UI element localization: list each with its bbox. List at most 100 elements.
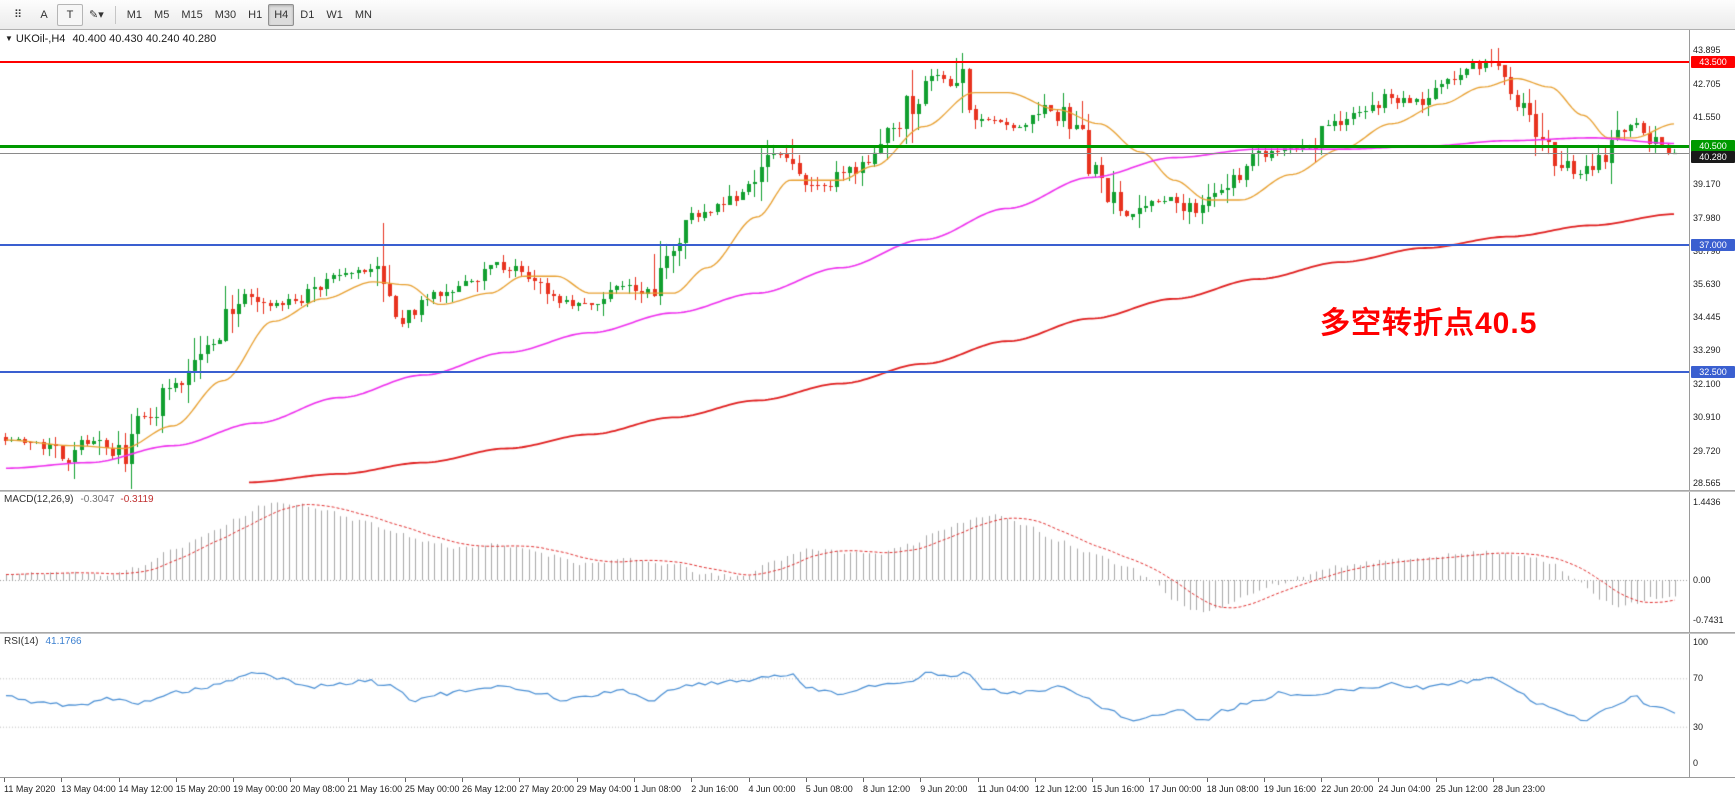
horizontal-line-32.500[interactable] xyxy=(0,371,1689,374)
time-axis-label: 2 Jun 16:00 xyxy=(691,784,739,794)
price-tag-32.500: 32.500 xyxy=(1691,366,1735,379)
time-axis-tick xyxy=(4,778,5,782)
time-axis-tick xyxy=(977,778,979,782)
time-axis-label: 28 Jun 23:00 xyxy=(1493,784,1546,794)
time-axis-tick xyxy=(1321,778,1323,782)
time-axis-tick xyxy=(1034,778,1036,782)
rsi-scale[interactable]: 100 70 30 0 xyxy=(1689,634,1735,777)
timeframe-button-mn[interactable]: MN xyxy=(354,8,372,21)
time-axis-label: 24 Jun 04:00 xyxy=(1378,784,1431,794)
time-axis-label: 13 May 04:00 xyxy=(61,784,116,794)
time-axis-label: 11 May 2020 xyxy=(4,784,56,794)
time-axis-tick xyxy=(404,778,406,782)
price-scale[interactable]: 43.89542.70541.55040.36039.17037.98036.7… xyxy=(1689,30,1735,490)
time-axis-tick xyxy=(175,778,177,782)
time-axis-label: 11 Jun 04:00 xyxy=(977,784,1029,794)
drawing-tools-group: ⠿ A T ✎▾ xyxy=(5,3,110,26)
candlestick-canvas[interactable] xyxy=(0,30,1689,490)
time-axis-tick xyxy=(462,778,464,782)
chart-title: ▼ UKOil-,H4 40.400 40.430 40.240 40.280 xyxy=(5,33,216,45)
macd-label: MACD(12,26,9) -0.3047 -0.3119 xyxy=(4,494,154,505)
timeframe-button-h4[interactable]: H4 xyxy=(268,3,295,26)
timeframe-button-m30[interactable]: M30 xyxy=(214,8,237,21)
time-axis-tick xyxy=(920,778,922,782)
price-axis-label: 39.170 xyxy=(1693,178,1721,189)
horizontal-line-37.000[interactable] xyxy=(0,244,1689,247)
horizontal-line-43.500[interactable] xyxy=(0,60,1689,63)
macd-name: MACD(12,26,9) xyxy=(4,494,74,505)
timeframe-button-w1[interactable]: W1 xyxy=(326,8,343,21)
time-axis-label: 1 Jun 08:00 xyxy=(633,784,681,794)
time-axis-label: 4 Jun 00:00 xyxy=(748,784,796,794)
current-price-line xyxy=(0,152,1689,154)
chart-ohlc-values: 40.400 40.430 40.240 40.280 xyxy=(72,33,217,45)
time-axis-label: 17 Jun 00:00 xyxy=(1149,784,1202,794)
draw-tool-icon[interactable]: ✎▾ xyxy=(89,9,104,21)
time-axis-label: 27 May 20:00 xyxy=(519,784,574,794)
macd-axis-label: 1.4436 xyxy=(1693,497,1721,508)
time-axis-tick xyxy=(1435,778,1437,782)
price-axis-label: 36.790 xyxy=(1693,246,1721,257)
time-axis-label: 20 May 08:00 xyxy=(290,784,345,794)
price-axis-label: 41.550 xyxy=(1693,111,1721,122)
time-axis-label: 8 Jun 12:00 xyxy=(863,784,911,794)
time-axis-label: 25 May 00:00 xyxy=(404,784,460,794)
time-axis-tick xyxy=(748,778,750,782)
time-axis-label: 26 May 12:00 xyxy=(462,784,517,794)
rsi-axis-label: 0 xyxy=(1693,758,1699,768)
price-axis-label: 34.445 xyxy=(1693,312,1721,323)
time-axis-tick xyxy=(290,778,292,782)
macd-axis-label: 0.00 xyxy=(1693,575,1711,585)
macd-plot[interactable]: MACD(12,26,9) -0.3047 -0.3119 xyxy=(0,492,1689,632)
time-axis-label: 14 May 12:00 xyxy=(118,784,174,794)
chart-annotation[interactable]: 多空转折点40.5 xyxy=(1320,307,1538,340)
horizontal-line-40.500[interactable] xyxy=(0,144,1689,148)
price-tag-43.500: 43.500 xyxy=(1691,55,1735,68)
time-axis-label: 12 Jun 12:00 xyxy=(1034,784,1087,794)
price-axis-label: 30.910 xyxy=(1693,412,1721,423)
timeframe-button-h1[interactable]: H1 xyxy=(248,8,263,21)
rsi-axis-label: 100 xyxy=(1693,637,1709,647)
timeframe-button-m15[interactable]: M15 xyxy=(181,8,203,21)
rsi-label: RSI(14) 41.1766 xyxy=(4,636,82,647)
main-chart-pane: ▼ UKOil-,H4 40.400 40.430 40.240 40.280 多空… xyxy=(0,30,1735,490)
cursor-tool-icon[interactable]: A xyxy=(40,8,48,21)
text-tool-icon[interactable]: T xyxy=(57,3,83,26)
time-axis-label: 19 Jun 16:00 xyxy=(1263,784,1316,794)
timeframe-button-m1[interactable]: M1 xyxy=(126,8,143,21)
price-axis-label: 28.565 xyxy=(1693,478,1721,489)
rsi-canvas[interactable] xyxy=(0,634,1689,777)
time-axis-tick xyxy=(691,778,693,782)
rsi-value: 41.1766 xyxy=(45,636,82,647)
timeframe-button-m5[interactable]: M5 xyxy=(154,8,170,21)
time-axis-tick xyxy=(519,778,521,782)
time-axis-label: 9 Jun 20:00 xyxy=(920,784,968,794)
price-tag-40.500: 40.500 xyxy=(1691,140,1735,153)
time-axis-label: 22 Jun 20:00 xyxy=(1321,784,1374,794)
macd-indicator-pane: MACD(12,26,9) -0.3047 -0.3119 1.4436 0.00 -0… xyxy=(0,492,1735,632)
time-axis-tick xyxy=(61,778,63,782)
main-chart-plot[interactable]: ▼ UKOil-,H4 40.400 40.430 40.240 40.280 多空… xyxy=(0,30,1689,490)
time-axis-tick xyxy=(1206,778,1208,782)
timeframe-button-d1[interactable]: D1 xyxy=(300,8,315,21)
rsi-indicator-pane: RSI(14) 41.1766 100 70 30 0 xyxy=(0,634,1735,777)
macd-scale[interactable]: 1.4436 0.00 -0.7431 xyxy=(1689,492,1735,632)
time-axis-label: 15 Jun 16:00 xyxy=(1092,784,1145,794)
pane-splitter[interactable] xyxy=(0,632,1735,634)
chart-dropdown-icon[interactable]: ▼ xyxy=(5,34,13,43)
macd-canvas[interactable] xyxy=(0,492,1689,632)
price-axis-label: 35.630 xyxy=(1693,278,1721,289)
time-axis-tick xyxy=(233,778,235,782)
pane-splitter[interactable] xyxy=(0,490,1735,492)
price-axis-label: 33.290 xyxy=(1693,344,1721,355)
rsi-plot[interactable]: RSI(14) 41.1766 xyxy=(0,634,1689,777)
time-axis-label: 5 Jun 08:00 xyxy=(805,784,853,794)
time-axis[interactable]: 11 May 2020 13 May 04:00 14 May 12:00 15 Ma… xyxy=(0,777,1735,797)
time-axis-tick xyxy=(805,778,807,782)
toolbar-drag-handle-icon[interactable]: ⠿ xyxy=(13,9,23,21)
toolbar: ⠿ A T ✎▾ M1 M5 M15 M30 H1 H4 D1 W1 MN xyxy=(0,0,1735,30)
price-axis-label: 29.720 xyxy=(1693,445,1721,456)
timeframe-buttons-group: M1 M5 M15 M30 H1 H4 D1 W1 MN xyxy=(121,3,378,26)
time-axis-tick xyxy=(1263,778,1265,782)
